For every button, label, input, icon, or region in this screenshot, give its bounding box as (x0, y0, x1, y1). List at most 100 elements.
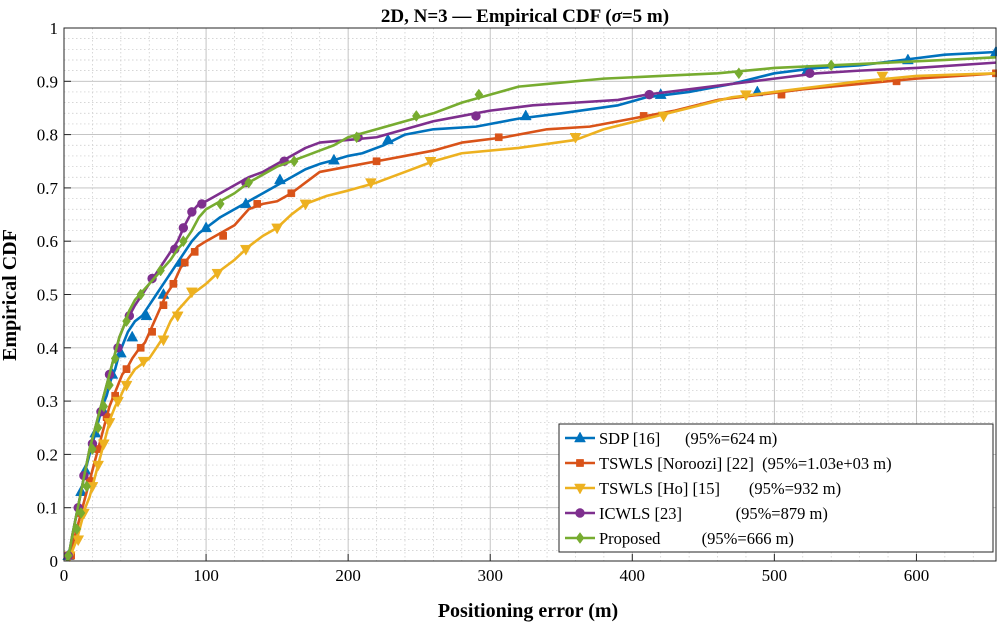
series-marker (289, 155, 299, 168)
series-marker (126, 330, 139, 342)
series-marker (120, 380, 133, 392)
series-marker (424, 157, 437, 168)
x-axis-label: Positioning error (m) (438, 600, 618, 622)
legend-label: ICWLS [23] (95%=879 m) (599, 504, 828, 523)
title-prefix: 2D, N=3 — Empirical CDF ( (381, 6, 612, 27)
x-tick-label: 300 (477, 566, 503, 585)
legend: SDP [16] (95%=624 m) TSWLS [Noroozi] [22]… (558, 423, 994, 553)
y-tick-label: 0.2 (37, 445, 58, 464)
series-marker (169, 279, 178, 288)
series-marker (471, 111, 481, 121)
series-marker (271, 223, 284, 235)
series-marker (239, 197, 252, 209)
series-marker (180, 258, 189, 267)
series-marker (112, 396, 124, 408)
y-tick-label: 0.1 (37, 499, 58, 518)
legend-item: Proposed (95%=666 m) (565, 529, 794, 548)
series-marker (734, 67, 744, 80)
legend-label: Proposed (95%=666 m) (599, 529, 794, 548)
x-tick-label: 100 (193, 566, 219, 585)
y-tick-label: 0.8 (37, 126, 58, 145)
legend-label: TSWLS [Ho] [15] (95%=932 m) (599, 479, 841, 498)
series-marker (372, 157, 381, 166)
legend-box (558, 423, 994, 553)
series-marker (185, 287, 198, 299)
series-marker (178, 223, 189, 233)
series-marker (328, 153, 340, 165)
x-tick-label: 500 (762, 566, 788, 585)
legend-swatch-marker (576, 459, 584, 467)
legend-swatch-marker (574, 431, 586, 443)
series-marker (122, 365, 131, 373)
series-marker (137, 356, 150, 368)
series-marker (82, 480, 92, 493)
series-marker (92, 460, 105, 472)
x-tick-label: 200 (335, 566, 361, 585)
legend-item: TSWLS [Noroozi] [22] (95%=1.03e+03 m) (565, 454, 892, 473)
series-marker (219, 232, 227, 240)
series-4 (63, 56, 997, 562)
legend-swatch-marker (575, 508, 585, 518)
series-marker (287, 189, 296, 198)
series-marker (569, 133, 582, 144)
y-tick-label: 0.3 (37, 392, 58, 411)
series-marker (179, 235, 188, 248)
y-tick-label: 0 (50, 552, 59, 571)
y-tick-label: 0.9 (37, 72, 58, 91)
series-marker (299, 199, 312, 211)
series-marker (200, 221, 212, 233)
series-line (65, 56, 997, 562)
series-marker (352, 131, 361, 144)
series-marker (244, 176, 254, 189)
series-marker (197, 199, 207, 209)
x-tick-labels: 0 100 200 300 400 500 600 (60, 566, 929, 585)
series-marker (140, 309, 153, 321)
chart-title: 2D, N=3 — Empirical CDF (σ=5 m) (381, 6, 669, 27)
series-marker (876, 71, 889, 83)
series-marker (103, 418, 116, 429)
series-marker (211, 268, 224, 280)
y-tick-label: 1 (50, 19, 59, 38)
legend-item: ICWLS [23] (95%=879 m) (565, 504, 828, 523)
series-marker (72, 523, 82, 535)
x-tick-label: 0 (60, 566, 69, 585)
series-marker (159, 301, 168, 310)
x-tick-label: 400 (620, 566, 646, 585)
series-marker (157, 335, 170, 347)
series-marker (215, 197, 225, 210)
series-marker (644, 89, 655, 100)
series-marker (740, 90, 752, 102)
title-sigma: σ (612, 6, 623, 27)
series-marker (190, 248, 199, 256)
series-marker (122, 315, 131, 328)
series-marker (382, 133, 394, 145)
legend-item: SDP [16] (95%=624 m) (565, 429, 777, 448)
legend-label: TSWLS [Noroozi] [22] (95%=1.03e+03 m) (599, 454, 892, 473)
series-marker (72, 535, 85, 547)
series-marker (88, 443, 97, 455)
series-marker (805, 68, 815, 79)
y-axis-label: Empirical CDF (0, 229, 21, 361)
series-marker (110, 352, 120, 365)
series-marker (274, 173, 286, 185)
series-marker (93, 421, 103, 434)
series-line (65, 72, 997, 562)
series-marker (105, 379, 114, 392)
legend-swatch-marker (574, 483, 586, 495)
series-marker (187, 207, 197, 217)
y-tick-labels: 0 0.1 0.2 0.3 0.4 0.5 0.6 0.7 0.8 0.9 1 (37, 19, 59, 571)
series-marker (99, 400, 109, 413)
y-tick-label: 0.5 (37, 286, 58, 305)
series-marker (136, 288, 146, 301)
series-marker (156, 264, 165, 277)
series-marker (826, 59, 836, 72)
legend-item: TSWLS [Ho] [15] (95%=932 m) (565, 479, 841, 498)
series-marker (519, 109, 532, 121)
series-marker (657, 111, 670, 123)
legend-label: SDP [16] (95%=624 m) (599, 429, 777, 448)
series-1 (65, 69, 997, 562)
x-tick-label: 600 (904, 566, 930, 585)
axis-ticks (63, 27, 917, 562)
series-layer (62, 45, 997, 563)
